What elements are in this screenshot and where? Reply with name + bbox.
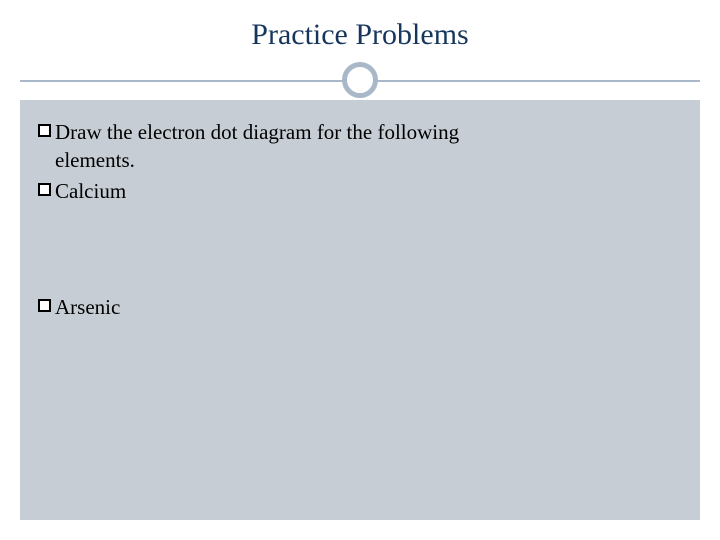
list-item: Draw the electron dot diagram for the fo… [38, 118, 682, 146]
circle-ornament-icon [342, 62, 378, 98]
header: Practice Problems [0, 0, 720, 92]
slide: Practice Problems Draw the electron dot … [0, 0, 720, 540]
slide-title: Practice Problems [0, 0, 720, 52]
bullet-continuation: elements. [55, 146, 682, 174]
bullet-box-icon [38, 299, 51, 312]
bullet-box-icon [38, 183, 51, 196]
bullet-text: Calcium [55, 177, 682, 205]
list-item: Arsenic [38, 293, 682, 321]
bullet-box-icon [38, 124, 51, 137]
bullet-text: Draw the electron dot diagram for the fo… [55, 118, 682, 146]
content-area: Draw the electron dot diagram for the fo… [20, 100, 700, 520]
list-item: Calcium [38, 177, 682, 205]
bullet-text: Arsenic [55, 293, 682, 321]
